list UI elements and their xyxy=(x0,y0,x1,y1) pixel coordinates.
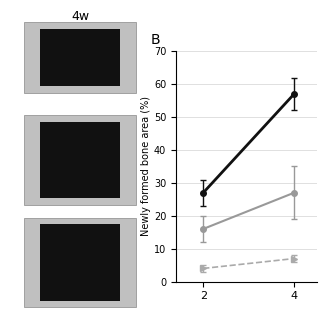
Text: B: B xyxy=(151,33,160,47)
Text: 4w: 4w xyxy=(71,10,89,23)
Bar xyxy=(24,22,136,93)
Bar xyxy=(24,218,136,307)
Bar xyxy=(40,29,120,86)
Bar xyxy=(24,115,136,205)
Y-axis label: Newly formed bone area (%): Newly formed bone area (%) xyxy=(141,96,151,236)
Bar xyxy=(40,122,120,198)
Bar xyxy=(40,224,120,301)
